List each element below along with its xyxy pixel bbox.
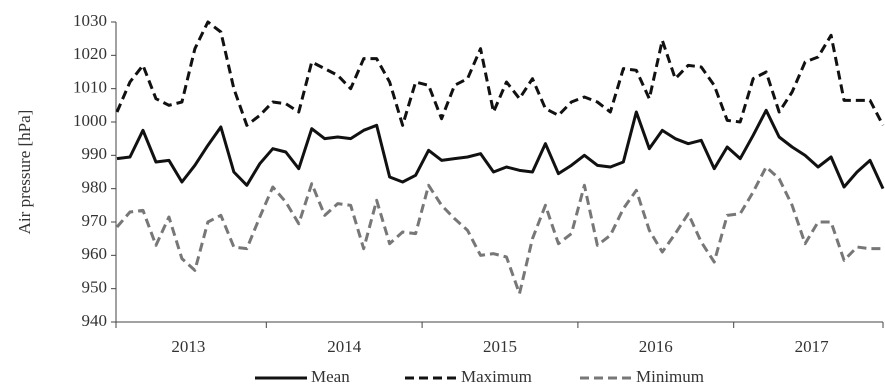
y-tick-label: 940 [82, 311, 108, 330]
y-tick-label: 1030 [73, 11, 107, 30]
series-line [116, 108, 885, 190]
y-tick-label: 950 [82, 278, 108, 297]
y-axis-label: Air pressure [hPa] [15, 110, 34, 235]
legend-label: Minimum [636, 367, 704, 386]
y-tick-label: 1020 [73, 44, 107, 63]
x-tick-label: 2017 [795, 337, 830, 356]
x-tick-label: 2014 [327, 337, 362, 356]
y-tick-label: 970 [82, 211, 108, 230]
legend-label: Maximum [461, 367, 532, 386]
legend-label: Mean [311, 367, 350, 386]
x-tick-label: 2015 [483, 337, 517, 356]
y-tick-label: 1000 [73, 111, 107, 130]
x-tick-label: 2013 [171, 337, 205, 356]
y-tick-label: 960 [82, 244, 108, 263]
y-tick-label: 990 [82, 144, 108, 163]
series-line [115, 20, 885, 127]
y-tick-label: 980 [82, 178, 108, 197]
series-line [115, 165, 883, 296]
y-tick-label: 1010 [73, 78, 107, 97]
x-tick-label: 2016 [639, 337, 673, 356]
